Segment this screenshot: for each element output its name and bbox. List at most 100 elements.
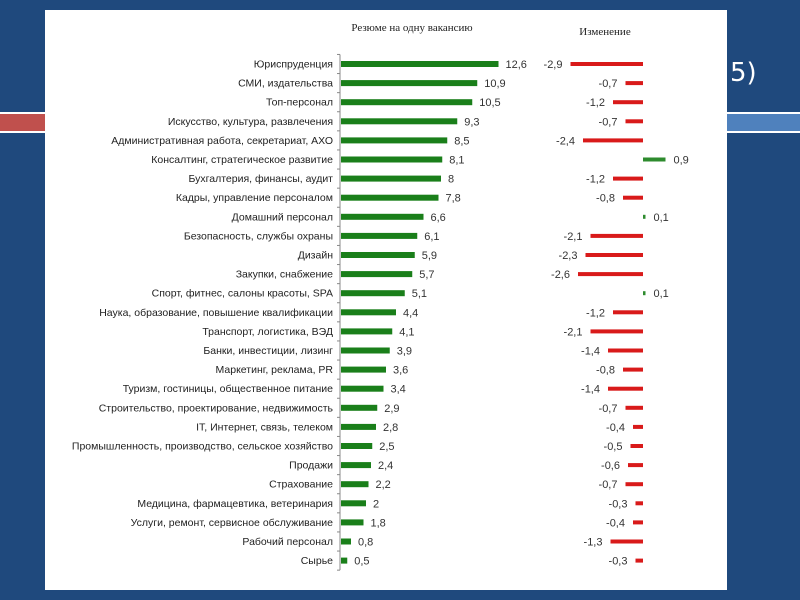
change-bars: -2,9 -0,7 -1,2 -0,7 -2,4 0,9 -1,2 -0,8 0,1 -2,1 -2… (544, 59, 689, 568)
category-labels: Юриспруденция СМИ, издательства Топ-персон… (72, 59, 334, 568)
change-bar-negative (578, 272, 643, 277)
category-label: Продажи (289, 460, 333, 472)
change-value-label: -0,7 (599, 479, 618, 491)
change-value-label: -0,4 (606, 517, 625, 529)
resume-bar (341, 309, 396, 316)
change-bar-negative (625, 482, 643, 487)
resume-value-label: 12,6 (506, 59, 527, 71)
category-label: Банки, инвестиции, лизинг (203, 345, 333, 357)
accent-band-red (0, 112, 45, 133)
resume-value-label: 2,8 (383, 422, 398, 434)
resume-bar (341, 423, 376, 430)
category-label: Кадры, управление персоналом (176, 192, 333, 204)
change-bar-negative (635, 558, 643, 563)
change-value-label: -2,4 (556, 135, 575, 147)
resume-value-label: 0,8 (358, 537, 373, 549)
change-value-label: -2,6 (551, 269, 570, 281)
resume-value-label: 2,2 (376, 479, 391, 491)
change-bar-negative (590, 233, 643, 238)
resume-bar (341, 481, 369, 488)
category-label: Наука, образование, повышение квалификац… (99, 307, 333, 319)
change-value-label: -0,7 (599, 403, 618, 415)
change-value-label: 0,9 (674, 155, 689, 167)
resume-bar (341, 271, 413, 278)
category-label: Бухгалтерия, финансы, аудит (189, 173, 334, 185)
change-value-label: -1,3 (584, 537, 603, 549)
resume-value-label: 1,8 (371, 517, 386, 529)
resume-bar (341, 232, 418, 239)
category-label: Страхование (269, 479, 333, 491)
change-bar-negative (613, 176, 643, 181)
slide-title-fragment: 5) (730, 58, 757, 88)
resume-value-label: 5,1 (412, 288, 427, 300)
category-label: Консалтинг, стратегическое развитие (151, 154, 333, 166)
change-value-label: -0,7 (599, 78, 618, 90)
change-value-label: -2,9 (544, 59, 563, 71)
category-label: Юриспруденция (254, 59, 333, 71)
category-label: Топ-персонал (266, 97, 333, 109)
resume-value-label: 2 (373, 498, 379, 510)
change-value-label: -0,7 (599, 116, 618, 128)
change-bar-negative (583, 138, 643, 143)
category-label: Искусство, культура, развлечения (168, 116, 333, 128)
change-value-label: -0,8 (596, 365, 615, 377)
change-bar-negative (608, 386, 643, 391)
change-value-label: -1,4 (581, 346, 600, 358)
resume-bar (341, 500, 366, 507)
resume-value-label: 2,4 (378, 460, 393, 472)
change-value-label: -0,6 (601, 460, 620, 472)
change-value-label: -0,3 (609, 498, 628, 510)
resume-bar (341, 328, 393, 335)
change-value-label: -0,4 (606, 422, 625, 434)
change-value-label: -2,1 (564, 326, 583, 338)
resume-value-label: 10,5 (479, 97, 500, 109)
resume-bar (341, 385, 384, 392)
resumes-bars: 12,610,9 10,59,3 8,5 8,1 8 7,86,6 6,1 5,9 5,7 5,1… (341, 59, 527, 568)
change-bar-negative (633, 520, 643, 525)
category-label: Домашний персонал (232, 211, 333, 223)
resume-bar (341, 175, 441, 182)
category-label: Безопасность, службы охраны (184, 230, 333, 242)
category-label: Услуги, ремонт, сервисное обслуживание (131, 517, 333, 529)
change-bar-negative (570, 62, 643, 66)
change-bar-negative (623, 367, 643, 372)
resume-value-label: 9,3 (464, 116, 479, 128)
chart-svg: Резюме на одну вакансию Изменение Юриспр… (72, 22, 689, 571)
change-bar-negative (625, 405, 643, 410)
change-value-label: 0,1 (654, 288, 669, 300)
category-label: Сырье (301, 555, 333, 567)
resume-value-label: 3,6 (393, 365, 408, 377)
change-value-label: -1,2 (586, 97, 605, 109)
resume-value-label: 2,9 (384, 403, 399, 415)
change-value-label: -0,3 (609, 556, 628, 568)
change-bar-positive (643, 291, 646, 296)
category-label: Административная работа, секретариат, АХ… (111, 135, 333, 147)
resume-bar (341, 290, 405, 297)
resume-value-label: 8,5 (454, 135, 469, 147)
accent-band-blue (727, 112, 800, 133)
resume-value-label: 7,8 (446, 193, 461, 205)
category-label: Транспорт, логистика, ВЭД (202, 326, 333, 338)
change-bar-negative (625, 119, 643, 124)
resume-value-label: 4,4 (403, 307, 418, 319)
resume-value-label: 3,4 (391, 384, 406, 396)
change-column-title: Изменение (579, 26, 631, 38)
resume-bar (341, 404, 378, 411)
change-value-label: -0,5 (604, 441, 623, 453)
chart-panel: Резюме на одну вакансию Изменение Юриспр… (45, 10, 727, 590)
change-bar-negative (610, 539, 643, 544)
change-bar-positive (643, 214, 646, 219)
category-label: Маркетинг, реклама, PR (216, 364, 334, 376)
category-label: IT, Интернет, связь, телеком (196, 421, 333, 433)
category-label: Дизайн (298, 250, 333, 262)
category-label: Медицина, фармацевтика, ветеринария (137, 498, 333, 510)
resume-bar (341, 61, 499, 67)
change-bar-negative (628, 463, 643, 468)
resume-bar (341, 156, 443, 163)
resume-bar (341, 99, 473, 106)
resume-bar (341, 538, 351, 545)
change-value-label: -2,3 (559, 250, 578, 262)
change-bar-negative (635, 501, 643, 506)
resume-bar (341, 366, 386, 373)
category-label: Строительство, проектирование, недвижимо… (99, 402, 334, 414)
